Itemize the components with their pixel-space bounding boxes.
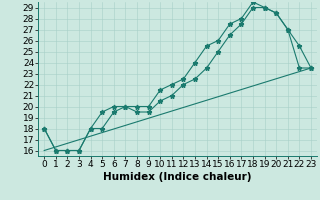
X-axis label: Humidex (Indice chaleur): Humidex (Indice chaleur) bbox=[103, 172, 252, 182]
